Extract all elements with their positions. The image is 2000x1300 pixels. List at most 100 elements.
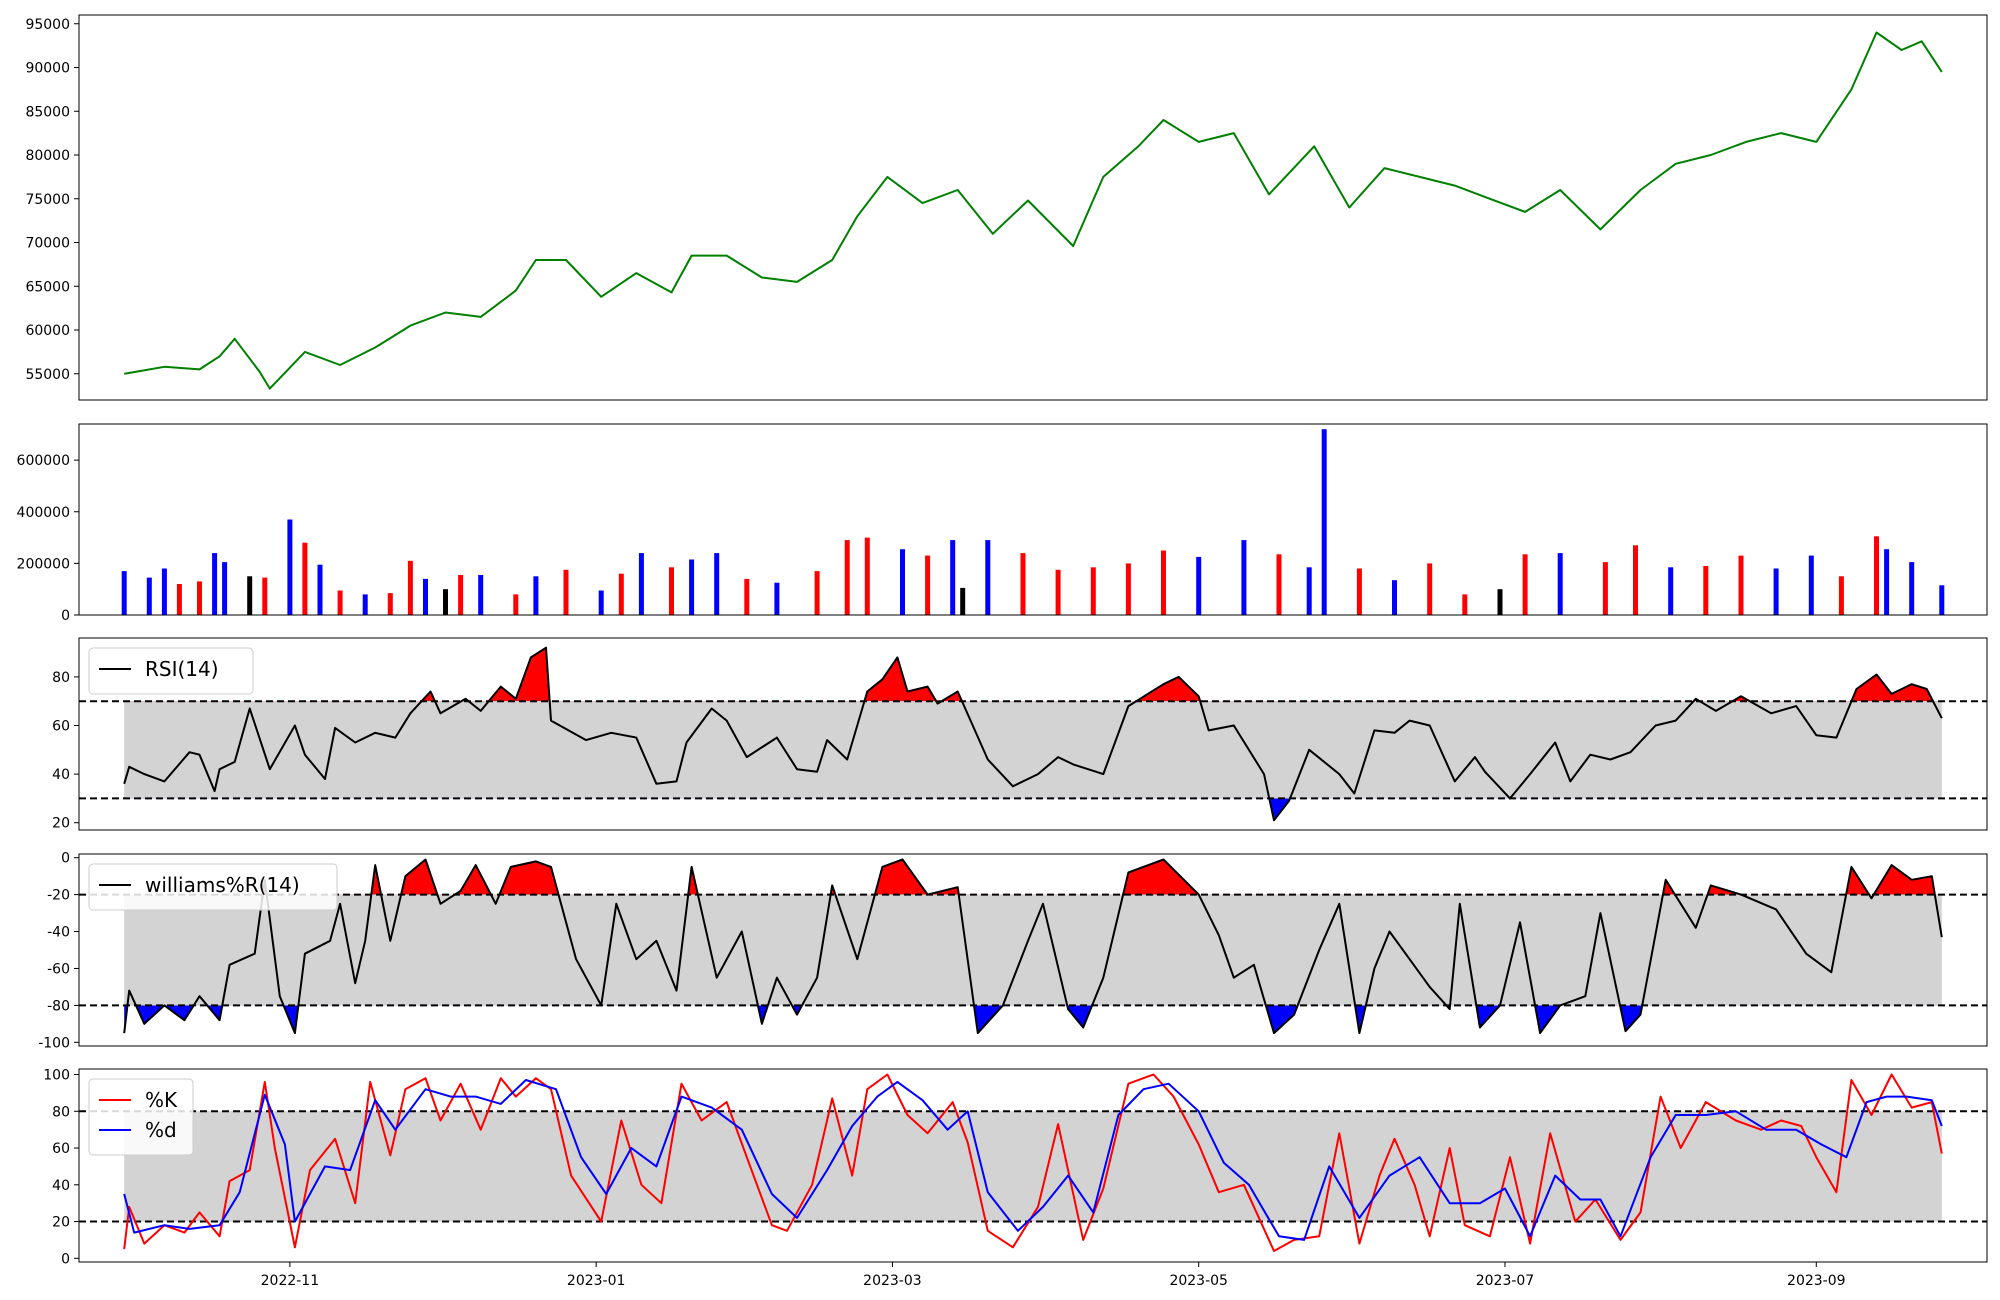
volume-bar <box>302 542 308 615</box>
rsi-neutral-band <box>124 701 1942 799</box>
volume-bar <box>121 571 127 615</box>
volume-bar <box>844 540 850 615</box>
volume-bar <box>1276 554 1282 615</box>
y-tick-label: 75000 <box>25 192 70 208</box>
y-tick-label: 80 <box>52 670 70 686</box>
rsi-oversold-fill <box>1269 798 1291 821</box>
y-tick-label: 400000 <box>17 505 70 521</box>
volume-bar <box>985 540 991 615</box>
legend-label: %d <box>145 1118 177 1142</box>
volume-bar <box>1939 585 1945 615</box>
y-tick-label: 20 <box>52 816 70 832</box>
volume-bar <box>533 576 539 615</box>
volume-bar <box>689 559 695 615</box>
volume-bar <box>925 555 931 615</box>
y-tick-label: 0 <box>61 1251 70 1267</box>
volume-bar <box>262 577 268 615</box>
rsi-series-line <box>123 646 1943 822</box>
volume-bar <box>1838 576 1844 615</box>
x-tick-label: 2023-07 <box>1476 1273 1535 1289</box>
volume-bar <box>618 573 624 615</box>
y-tick-label: 600000 <box>17 453 70 469</box>
volume-bar <box>1241 540 1247 615</box>
y-tick-label: 80000 <box>25 148 70 164</box>
x-tick-label: 2023-03 <box>863 1273 922 1289</box>
y-tick-label: 40 <box>52 1178 70 1194</box>
volume-bar <box>287 519 293 615</box>
williams-series-line <box>123 858 1943 1035</box>
volume-bar <box>1020 553 1026 615</box>
y-tick-label: -40 <box>47 925 70 941</box>
volume-bar <box>563 569 569 615</box>
y-tick-label: -100 <box>38 1035 70 1051</box>
stochastic-neutral-band <box>124 1111 1942 1222</box>
volume-bar <box>1090 567 1096 616</box>
y-tick-label: 85000 <box>25 104 70 120</box>
y-tick-label: 90000 <box>25 61 70 77</box>
volume-bar <box>1874 536 1879 615</box>
volume-bar <box>714 553 720 615</box>
y-tick-label: 60 <box>52 718 70 734</box>
price-line <box>124 31 1943 390</box>
volume-bar <box>900 549 905 615</box>
stochastic-legend-box <box>88 1078 194 1156</box>
volume-bar <box>814 571 820 615</box>
volume-bar <box>1196 556 1202 615</box>
volume-bar <box>513 594 519 615</box>
y-tick-label: -20 <box>47 888 70 904</box>
y-tick-label: 95000 <box>25 17 70 33</box>
x-tick-label: 2023-05 <box>1169 1273 1228 1289</box>
volume-bar <box>1808 555 1814 615</box>
volume-panel-frame <box>78 423 1988 616</box>
volume-bar <box>1738 555 1744 615</box>
x-tick-label: 2023-01 <box>567 1273 626 1289</box>
volume-bar <box>598 590 604 615</box>
volume-bar <box>1462 594 1468 615</box>
volume-bar <box>1161 550 1166 615</box>
williams-neutral-band <box>124 894 1942 1006</box>
volume-bar <box>950 540 956 615</box>
volume-bar <box>1557 553 1563 615</box>
volume-bar <box>1633 545 1638 615</box>
volume-bar <box>1125 563 1131 615</box>
volume-bar <box>1703 566 1709 615</box>
volume-bar <box>222 562 228 615</box>
volume-bar <box>478 575 484 615</box>
legend-label: %K <box>145 1088 178 1112</box>
williams-legend-box <box>88 863 338 911</box>
rsi-panel-frame <box>78 637 1988 831</box>
volume-bar <box>744 578 750 615</box>
volume-bar <box>362 594 368 615</box>
x-tick-label: 2022-11 <box>261 1273 320 1289</box>
y-tick-label: 40 <box>52 767 70 783</box>
volume-bar <box>1773 568 1779 615</box>
volume-bar <box>423 578 428 615</box>
stochastic-panel-frame <box>78 1068 1988 1263</box>
x-tick-label: 2023-09 <box>1787 1273 1846 1289</box>
y-tick-label: 0 <box>61 851 70 867</box>
y-tick-label: 65000 <box>25 279 70 295</box>
volume-bar <box>247 576 253 615</box>
volume-bar <box>864 537 870 615</box>
y-tick-label: -60 <box>47 961 70 977</box>
y-tick-label: 80 <box>52 1104 70 1120</box>
y-tick-label: -80 <box>47 998 70 1014</box>
y-tick-label: 100 <box>43 1068 70 1084</box>
volume-bar <box>1427 563 1433 615</box>
y-tick-label: 0 <box>61 608 70 624</box>
stochastic-series-line <box>123 1073 1943 1252</box>
volume-bar <box>1356 568 1362 615</box>
rsi-legend-box <box>88 647 254 695</box>
volume-bar <box>1321 429 1327 615</box>
volume-bar <box>337 590 343 615</box>
price-panel-frame <box>78 14 1988 401</box>
volume-bar <box>1522 554 1528 615</box>
stochastic-series-line <box>123 1079 1943 1241</box>
volume-bar <box>443 589 448 615</box>
volume-bar <box>387 593 393 615</box>
rsi-overbought-fill <box>421 647 1934 702</box>
volume-bar <box>1668 567 1674 616</box>
volume-bar <box>774 582 780 615</box>
volume-bar <box>1055 569 1061 615</box>
